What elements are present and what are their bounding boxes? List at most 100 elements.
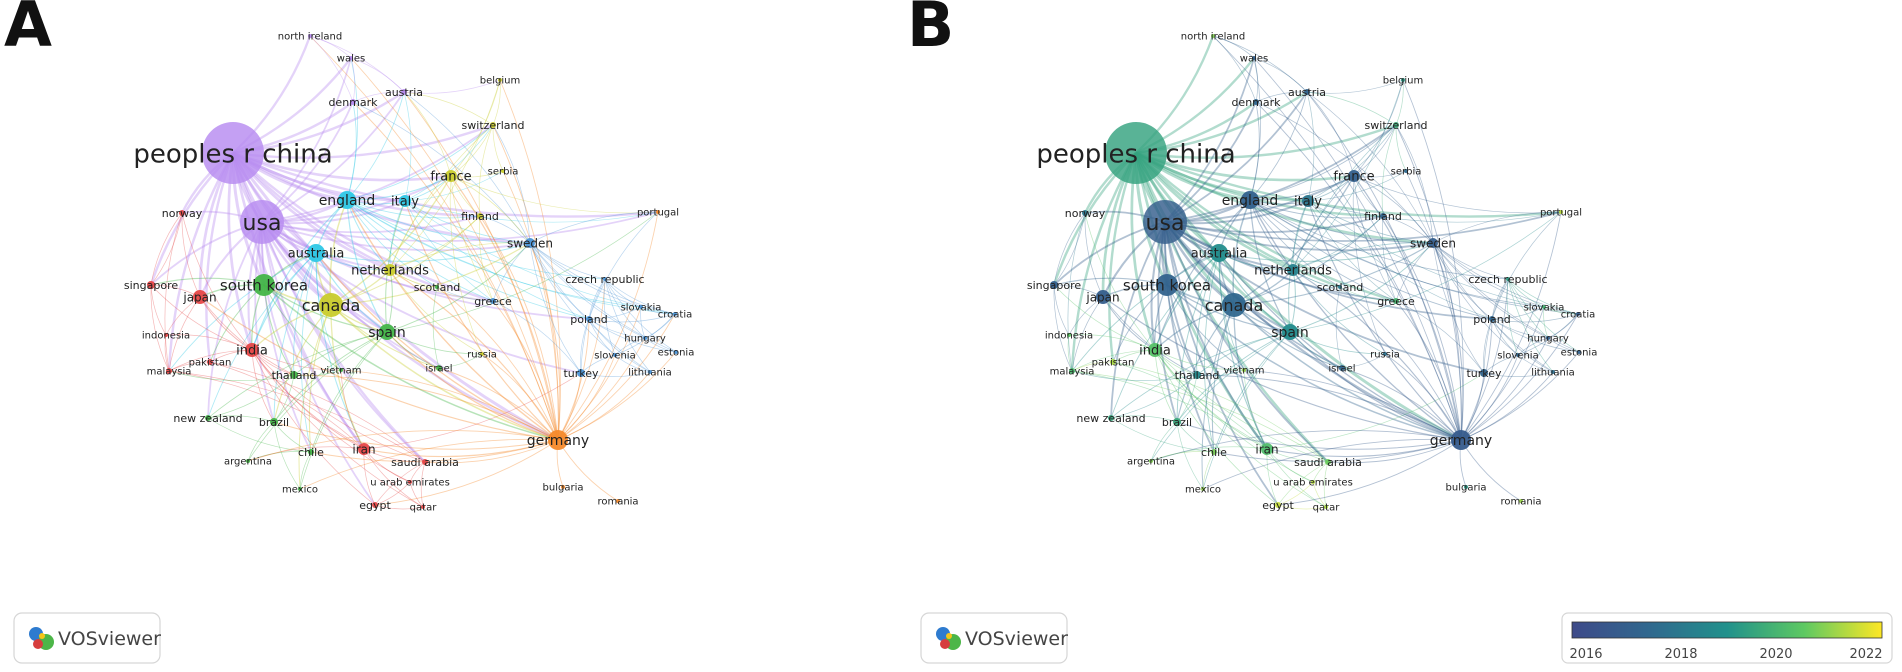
link bbox=[1154, 349, 1314, 483]
node-indonesia bbox=[1067, 333, 1071, 337]
link bbox=[207, 374, 295, 419]
link bbox=[404, 200, 494, 302]
link bbox=[1166, 284, 1245, 371]
node-japan bbox=[1096, 290, 1110, 304]
link bbox=[1134, 152, 1269, 450]
link bbox=[1432, 242, 1493, 320]
link bbox=[165, 334, 253, 351]
node-denmark bbox=[350, 99, 356, 105]
node-peoples-r-china bbox=[202, 122, 264, 184]
node-label-malaysia: malaysia bbox=[147, 367, 192, 378]
node-malaysia bbox=[1069, 368, 1075, 374]
node-label-norway: norway bbox=[1065, 207, 1106, 220]
node-germany bbox=[1451, 430, 1471, 450]
link bbox=[1176, 304, 1235, 423]
node-label-switzerland: switzerland bbox=[1365, 119, 1428, 132]
link bbox=[168, 370, 365, 450]
nodes-a bbox=[147, 34, 678, 509]
link bbox=[588, 313, 676, 323]
link bbox=[478, 215, 494, 302]
link bbox=[273, 252, 317, 423]
node-label-singapore: singapore bbox=[1027, 279, 1081, 292]
node-label-turkey: turkey bbox=[563, 367, 599, 380]
links-a bbox=[149, 35, 677, 510]
link bbox=[251, 199, 348, 351]
node-bulgaria bbox=[1464, 485, 1468, 489]
link bbox=[261, 221, 494, 302]
link bbox=[1483, 318, 1493, 374]
link bbox=[389, 200, 406, 271]
link bbox=[315, 242, 531, 262]
panel-a-label: A bbox=[4, 0, 52, 61]
link bbox=[1164, 211, 1562, 242]
link bbox=[251, 349, 426, 463]
link bbox=[1196, 369, 1245, 377]
node-north-ireland bbox=[308, 34, 312, 38]
node-qatar bbox=[421, 505, 425, 509]
link bbox=[346, 199, 388, 333]
link bbox=[1432, 242, 1519, 356]
node-label-australia: australia bbox=[288, 247, 345, 262]
link bbox=[346, 199, 590, 320]
link bbox=[363, 448, 424, 508]
link bbox=[1266, 448, 1327, 508]
node-label-france: france bbox=[1333, 170, 1374, 185]
link bbox=[1084, 212, 1104, 298]
colorbar-gradient bbox=[1571, 621, 1883, 639]
link bbox=[389, 175, 452, 271]
link bbox=[1460, 371, 1554, 441]
link bbox=[1249, 199, 1397, 302]
link bbox=[1506, 278, 1519, 356]
link bbox=[263, 284, 559, 441]
link bbox=[557, 354, 616, 441]
node-label-romania: romania bbox=[597, 497, 638, 508]
link bbox=[1306, 91, 1397, 126]
node-argentina bbox=[1149, 459, 1153, 463]
link bbox=[403, 91, 412, 202]
link bbox=[1176, 421, 1462, 450]
node-u-arab-emirates bbox=[1311, 480, 1315, 484]
node-label-qatar: qatar bbox=[1313, 503, 1341, 514]
link bbox=[529, 242, 646, 339]
link bbox=[1292, 200, 1309, 271]
node-label-vietnam: vietnam bbox=[321, 366, 362, 377]
link bbox=[479, 215, 559, 441]
link bbox=[1249, 199, 1493, 320]
link bbox=[438, 367, 559, 441]
link bbox=[293, 331, 388, 376]
link bbox=[389, 215, 481, 271]
node-slovakia bbox=[1542, 305, 1546, 309]
node-bulgaria bbox=[561, 485, 565, 489]
node-russia bbox=[480, 352, 484, 356]
node-argentina bbox=[246, 459, 250, 463]
link bbox=[310, 331, 388, 453]
link bbox=[315, 252, 342, 371]
node-label-chile: chile bbox=[1201, 446, 1227, 459]
link bbox=[1483, 371, 1554, 377]
link bbox=[150, 284, 167, 336]
link bbox=[1249, 199, 1434, 244]
link bbox=[1110, 331, 1291, 419]
link bbox=[1491, 318, 1580, 353]
link bbox=[1212, 35, 1462, 441]
link bbox=[1204, 252, 1220, 453]
node-label-czech-republic: czech republic bbox=[565, 273, 644, 286]
link bbox=[164, 212, 183, 372]
link bbox=[251, 349, 376, 506]
link bbox=[352, 91, 405, 103]
node-label-netherlands: netherlands bbox=[1254, 264, 1332, 279]
link bbox=[557, 278, 606, 441]
link bbox=[1249, 199, 1291, 333]
link bbox=[310, 439, 559, 462]
link bbox=[529, 242, 606, 280]
link bbox=[432, 286, 440, 369]
node-russia bbox=[1383, 352, 1387, 356]
node-vietnam bbox=[1242, 368, 1246, 372]
node-finland bbox=[1380, 213, 1386, 219]
node-austria bbox=[401, 89, 407, 95]
link bbox=[614, 313, 676, 356]
link bbox=[315, 252, 559, 441]
link bbox=[1164, 221, 1434, 252]
link bbox=[1289, 331, 1386, 355]
link bbox=[492, 300, 559, 441]
